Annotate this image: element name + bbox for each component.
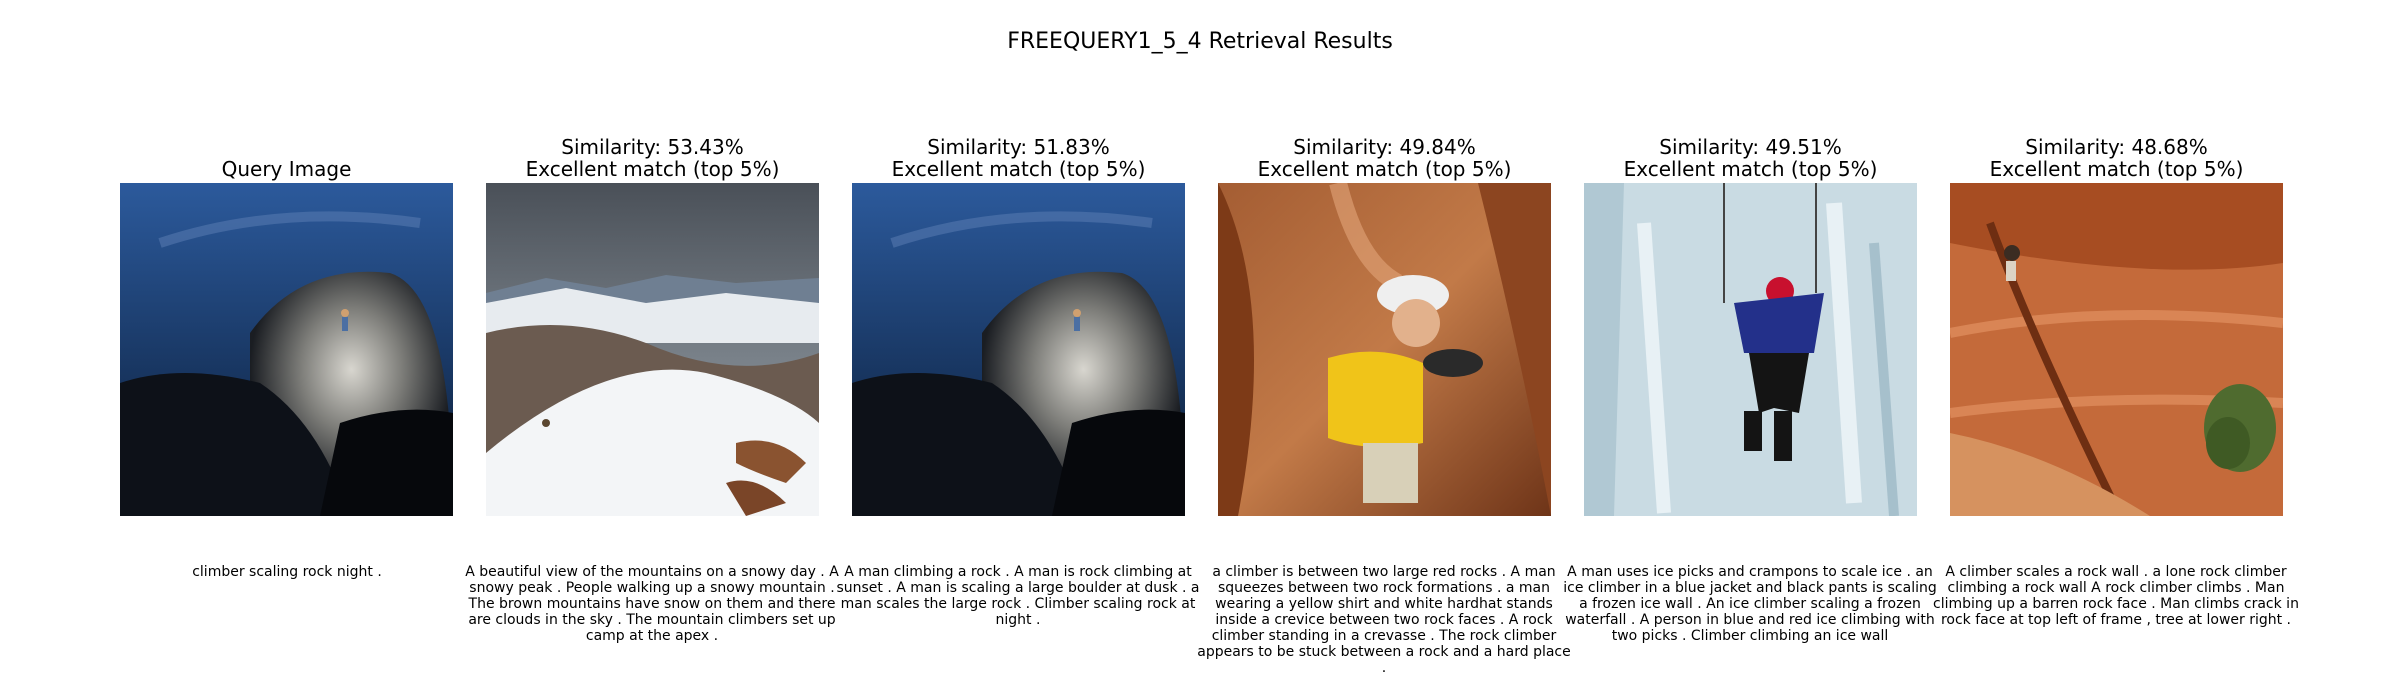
figure-title: FREEQUERY1_5_4 Retrieval Results — [1007, 29, 1393, 54]
result-similarity: Similarity: 51.83% — [927, 135, 1110, 159]
result-quality: Excellent match (top 5%) — [1989, 157, 2244, 181]
result-similarity: Similarity: 49.51% — [1659, 135, 1842, 159]
result-quality: Excellent match (top 5%) — [1257, 157, 1512, 181]
result-quality: Excellent match (top 5%) — [891, 157, 1146, 181]
result-quality: Excellent match (top 5%) — [1623, 157, 1878, 181]
result-similarity: Similarity: 53.43% — [561, 135, 744, 159]
result-similarity: Similarity: 48.68% — [2025, 135, 2208, 159]
result-caption: A man uses ice picks and crampons to sca… — [1563, 564, 1937, 644]
result-image[interactable] — [1218, 183, 1551, 516]
query-image — [120, 183, 453, 516]
result-caption: A climber scales a rock wall . a lone ro… — [1933, 564, 2299, 628]
result-image[interactable] — [852, 183, 1185, 516]
result-image[interactable] — [1584, 183, 1917, 516]
result-image[interactable] — [1950, 183, 2283, 516]
result-similarity: Similarity: 49.84% — [1293, 135, 1476, 159]
query-heading: Query Image — [221, 157, 352, 181]
query-caption: climber scaling rock night . — [192, 564, 382, 580]
result-caption: A man climbing a rock . A man is rock cl… — [836, 564, 1200, 628]
result-caption: a climber is between two large red rocks… — [1197, 564, 1571, 676]
result-quality: Excellent match (top 5%) — [525, 157, 780, 181]
result-image[interactable] — [486, 183, 819, 516]
result-caption: A beautiful view of the mountains on a s… — [465, 564, 839, 644]
